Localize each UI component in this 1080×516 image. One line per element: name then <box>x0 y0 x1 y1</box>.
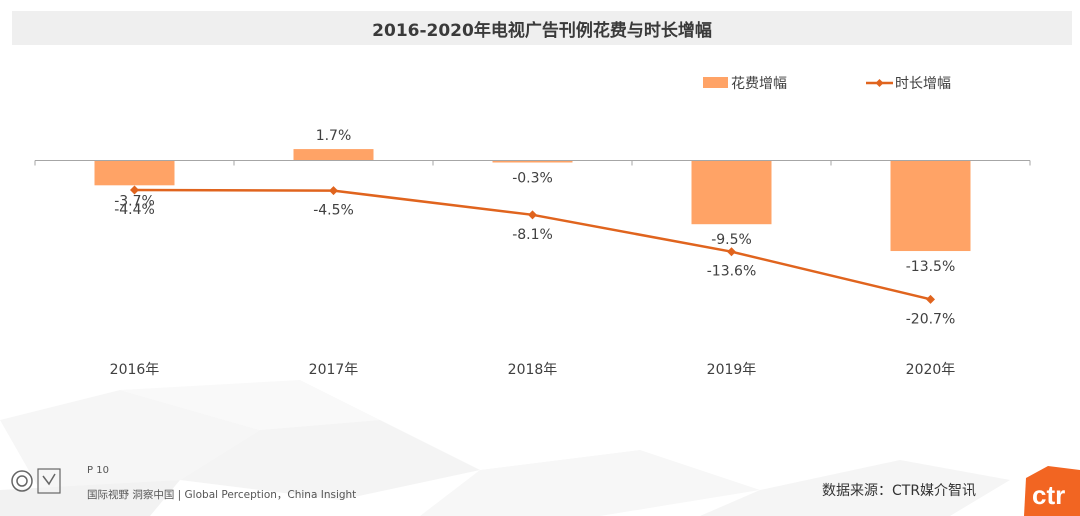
line-point-1 <box>329 186 338 196</box>
background-decoration <box>0 380 1010 516</box>
data-source: 数据来源：CTR媒介智讯 <box>822 483 977 499</box>
x-tick-label-4: 2020年 <box>906 362 956 378</box>
x-tick-label-2: 2018年 <box>508 362 558 378</box>
ctr-logo: ctr <box>1024 466 1080 516</box>
combo-chart: -3.7% 1.7% -0.3% -9.5% -13.5% -4.4% -4.5% -8.1%… <box>34 76 1031 378</box>
bar-label-3: -9.5% <box>711 232 752 248</box>
bar-4 <box>890 160 971 252</box>
line-label-1: -4.5% <box>313 203 354 219</box>
bar-label-2: -0.3% <box>512 171 553 187</box>
x-tick-label-1: 2017年 <box>309 362 359 378</box>
certification-logo <box>11 468 61 494</box>
x-tick-label-0: 2016年 <box>110 362 160 378</box>
chart-title-bar: 2016-2020年电视广告刊例花费与时长增幅 <box>12 11 1072 45</box>
bar-label-0: -3.7% <box>114 193 155 209</box>
line-label-2: -8.1% <box>512 227 553 243</box>
line-point-4 <box>926 294 935 304</box>
ctr-logo-text: ctr <box>1032 480 1065 510</box>
legend-swatch-bar <box>703 77 728 88</box>
page-number: P 10 <box>87 465 109 476</box>
bar-label-4: -13.5% <box>906 259 956 275</box>
bar-2 <box>492 160 573 163</box>
line-label-4: -20.7% <box>906 311 956 327</box>
line-point-0 <box>130 185 139 195</box>
x-tick-label-3: 2019年 <box>707 362 757 378</box>
bar-1 <box>293 149 374 161</box>
line-label-3: -13.6% <box>707 264 757 280</box>
legend-label-bar: 花费增幅 <box>731 76 787 92</box>
series-line <box>134 188 931 301</box>
line-point-2 <box>528 210 537 220</box>
bar-label-1: 1.7% <box>316 128 352 144</box>
line-point-3 <box>727 247 736 257</box>
bar-0 <box>94 160 175 186</box>
bar-3 <box>691 160 772 225</box>
line-label-0: -4.4% <box>114 202 155 218</box>
legend-label-line: 时长增幅 <box>895 76 951 92</box>
footer-slogan: 国际视野 洞察中国 | Global Perception，China Insi… <box>87 489 357 501</box>
legend-marker-line <box>875 79 884 87</box>
chart-title: 2016-2020年电视广告刊例花费与时长增幅 <box>372 20 712 41</box>
